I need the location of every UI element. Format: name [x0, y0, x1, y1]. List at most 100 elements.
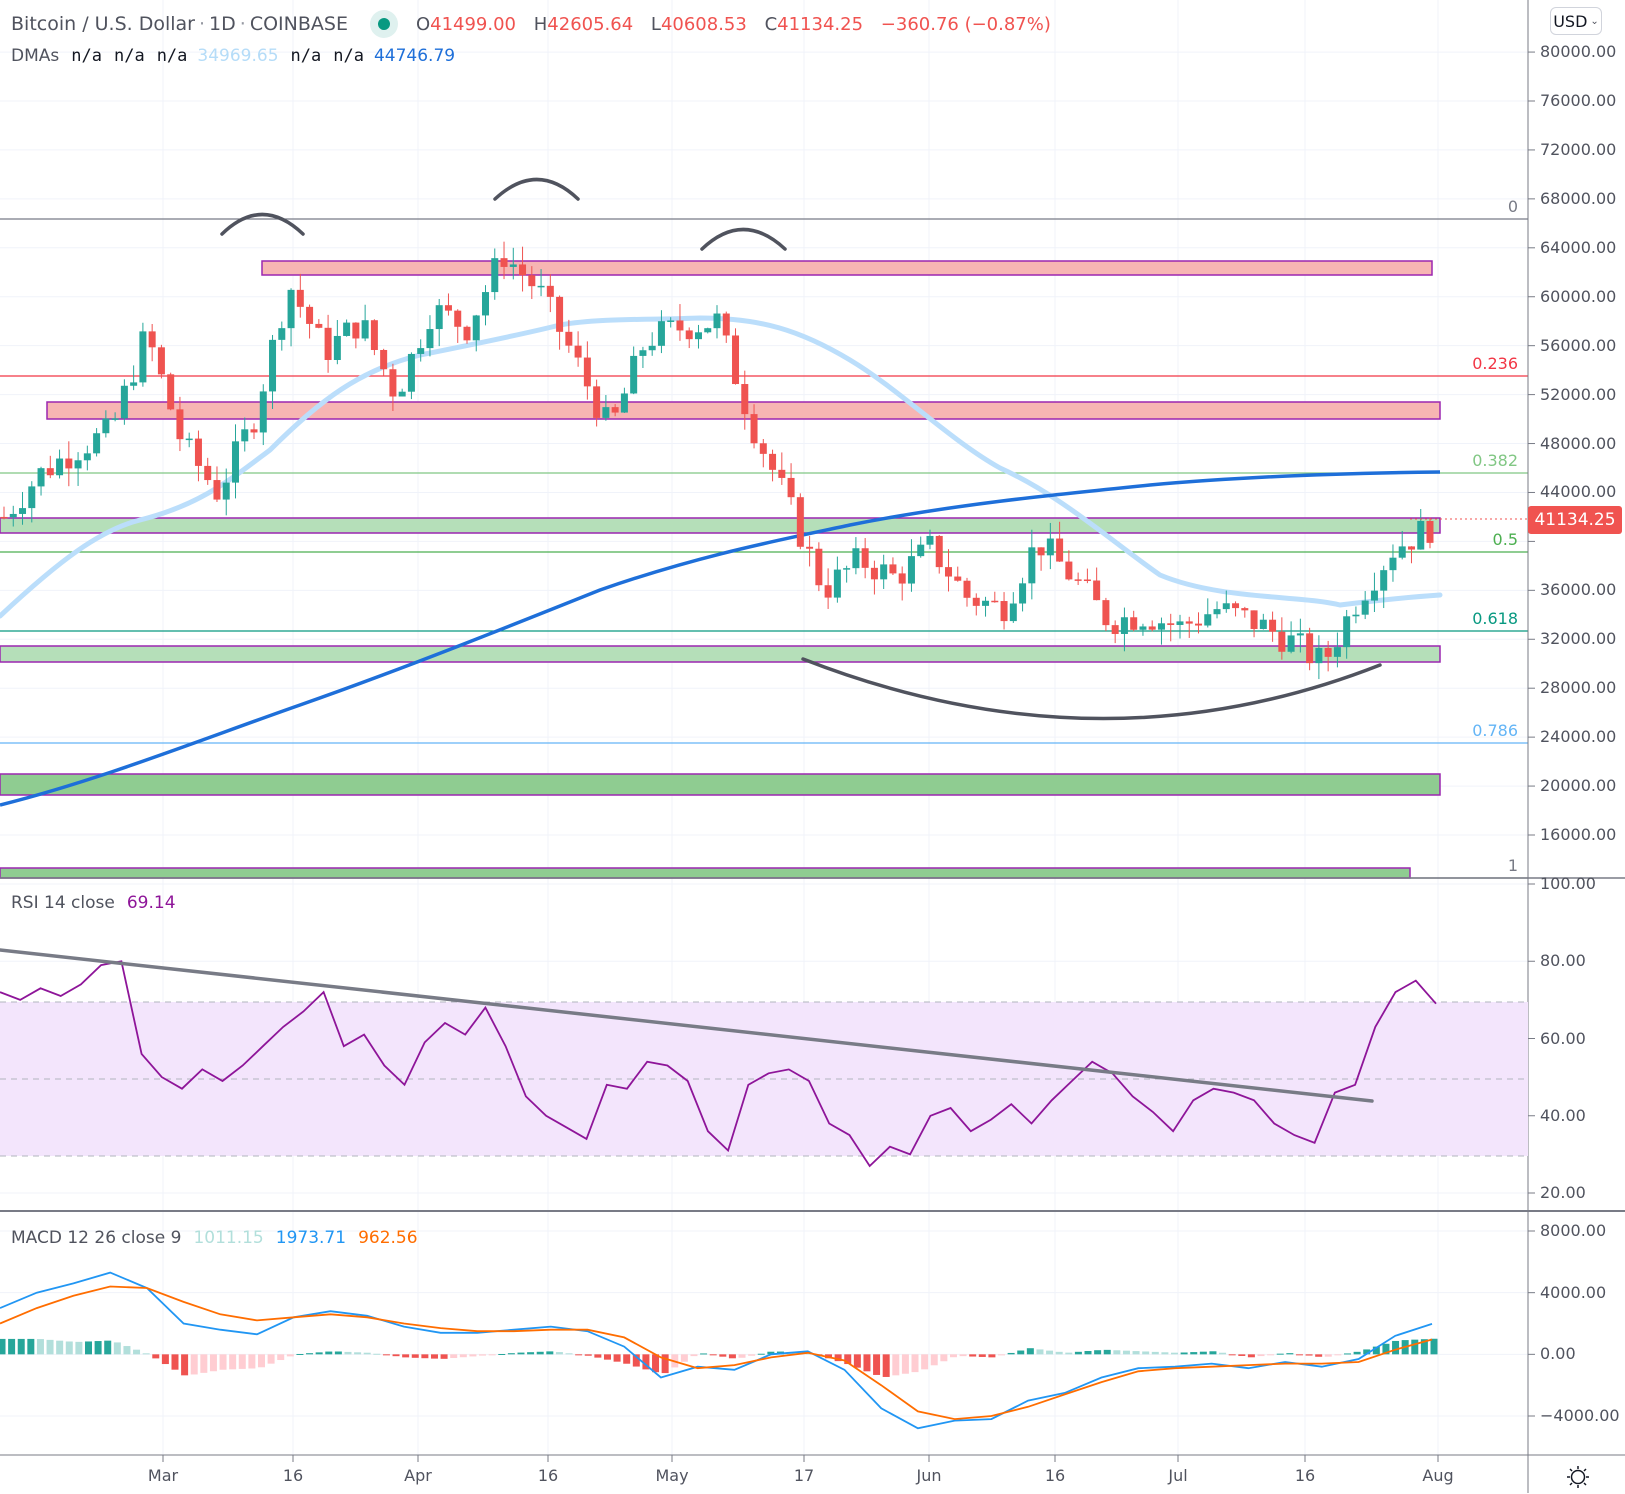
- candle: [769, 449, 777, 482]
- price-axis-label: 68000.00: [1540, 188, 1617, 208]
- macd-bar: [507, 1353, 515, 1355]
- macd-bar: [171, 1354, 179, 1370]
- market-status-icon[interactable]: [369, 10, 398, 38]
- candle: [1056, 521, 1064, 562]
- symbol-name[interactable]: Bitcoin / U.S. Dollar: [11, 13, 195, 35]
- candle: [815, 542, 823, 592]
- macd-legend[interactable]: MACD 12 26 close 9 1011.15 1973.71 962.5…: [11, 1228, 418, 1248]
- rounded-bottom-arc[interactable]: [801, 657, 1382, 721]
- dma-value: 44746.79: [373, 46, 456, 66]
- macd-bar: [959, 1354, 967, 1357]
- macd-hist-value: 1011.15: [193, 1228, 264, 1248]
- price-axis-label: 28000.00: [1540, 678, 1617, 698]
- macd-bar: [142, 1353, 150, 1355]
- candle: [1028, 529, 1036, 600]
- candle: [750, 404, 758, 449]
- candle: [630, 346, 638, 395]
- macd-bar: [181, 1354, 189, 1376]
- dma-value: n/a: [156, 46, 188, 66]
- candle: [1269, 611, 1277, 642]
- symbol-legend[interactable]: Bitcoin / U.S. Dollar · 1D · COINBASE O4…: [11, 10, 1063, 38]
- candle: [407, 352, 415, 400]
- macd-bar: [200, 1354, 208, 1373]
- time-axis-label: Aug: [1422, 1466, 1454, 1485]
- macd-bar: [623, 1354, 631, 1364]
- rsi-label: RSI 14 close: [11, 893, 115, 913]
- macd-bar: [27, 1338, 35, 1355]
- candle: [130, 365, 138, 391]
- head-arc[interactable]: [493, 177, 580, 201]
- currency-button[interactable]: USD ⌄: [1550, 7, 1602, 35]
- macd-bar: [123, 1346, 131, 1355]
- candle: [185, 432, 193, 448]
- macd-bar: [661, 1354, 669, 1374]
- macd-bar: [17, 1338, 25, 1355]
- separator: ·: [239, 13, 246, 35]
- sun-settings-icon: [1567, 1466, 1589, 1488]
- macd-bar: [161, 1354, 169, 1365]
- candle: [611, 404, 619, 417]
- macd-bar: [613, 1354, 621, 1362]
- candle: [991, 591, 999, 603]
- rsi-legend[interactable]: RSI 14 close 69.14: [11, 893, 176, 913]
- candle: [343, 319, 351, 337]
- last-price-tag: 41134.25: [1528, 506, 1622, 534]
- right-shoulder-arc[interactable]: [700, 227, 787, 251]
- macd-bar: [1344, 1353, 1352, 1355]
- macd-bar: [1180, 1352, 1188, 1355]
- candle: [74, 452, 82, 486]
- candle: [46, 455, 54, 479]
- fib-level-label: 0.618: [1472, 609, 1518, 628]
- candle: [685, 327, 693, 349]
- price-axis-label: 80000.00: [1540, 42, 1617, 62]
- macd-bar: [844, 1354, 852, 1365]
- resistance-zone-top: [261, 260, 1433, 276]
- candle: [972, 593, 980, 616]
- candle: [472, 314, 480, 352]
- pattern-drawings[interactable]: [220, 177, 1382, 721]
- interval[interactable]: 1D: [209, 13, 236, 35]
- macd-bar: [315, 1352, 323, 1355]
- candle: [926, 529, 934, 550]
- macd-bar: [267, 1354, 275, 1364]
- macd-bar: [1007, 1352, 1015, 1355]
- candle: [1333, 632, 1341, 668]
- macd-bar: [209, 1354, 217, 1372]
- dma-legend[interactable]: DMAs n/a n/a n/a 34969.65 n/a n/a 44746.79: [11, 46, 455, 66]
- macd-axis-label: 0.00: [1540, 1344, 1576, 1364]
- candle: [463, 325, 471, 344]
- macd-bar: [402, 1354, 410, 1358]
- candlestick-series[interactable]: [0, 241, 1434, 680]
- macd-bar: [700, 1353, 708, 1355]
- candle: [833, 556, 841, 603]
- candle: [713, 305, 721, 339]
- macd-bar: [1142, 1351, 1150, 1355]
- candle: [1389, 544, 1397, 582]
- candle: [1343, 609, 1351, 659]
- candle: [1139, 623, 1147, 636]
- candle: [1083, 568, 1091, 584]
- left-shoulder-arc[interactable]: [220, 212, 305, 236]
- candle: [778, 452, 786, 485]
- macd-bar: [229, 1354, 237, 1370]
- macd-bar: [248, 1354, 256, 1369]
- candle: [954, 566, 962, 582]
- macd-bar: [978, 1354, 986, 1357]
- time-axis-label: Jun: [916, 1466, 942, 1485]
- dma-value: n/a: [290, 46, 322, 66]
- macd-bar: [219, 1354, 227, 1370]
- candle: [1148, 620, 1156, 632]
- macd-bar: [1209, 1351, 1217, 1355]
- settings-gear-icon[interactable]: [1565, 1464, 1591, 1490]
- macd-bar: [1324, 1354, 1332, 1357]
- high-label: H: [533, 13, 548, 35]
- candle: [444, 293, 452, 316]
- candle: [639, 346, 647, 368]
- candle: [287, 288, 295, 347]
- rsi-trendline[interactable]: [0, 948, 1374, 1103]
- macd-bar: [690, 1354, 698, 1357]
- candle: [500, 241, 508, 280]
- rsi-value: 69.14: [126, 893, 176, 913]
- macd-bar: [1267, 1354, 1275, 1356]
